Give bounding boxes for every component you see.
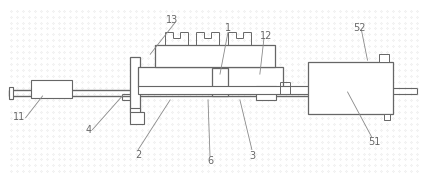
Text: 1: 1 <box>225 23 231 33</box>
Bar <box>155 45 275 67</box>
Bar <box>256 86 276 100</box>
Bar <box>30 80 72 98</box>
Bar <box>130 57 140 112</box>
Text: 6: 6 <box>207 157 213 167</box>
Text: 51: 51 <box>368 137 380 147</box>
Text: 13: 13 <box>166 15 178 25</box>
Bar <box>138 86 320 94</box>
Text: 12: 12 <box>260 31 272 41</box>
Bar <box>9 87 13 99</box>
Bar <box>130 112 144 124</box>
Text: 3: 3 <box>249 151 255 161</box>
Text: 4: 4 <box>85 125 92 135</box>
Bar <box>308 62 393 114</box>
Bar <box>138 67 283 87</box>
Text: 2: 2 <box>135 149 141 159</box>
Bar <box>212 68 228 96</box>
Text: 52: 52 <box>353 23 366 33</box>
Text: 11: 11 <box>12 112 25 122</box>
Bar <box>384 114 390 120</box>
Bar <box>130 108 140 122</box>
Bar <box>380 54 389 62</box>
